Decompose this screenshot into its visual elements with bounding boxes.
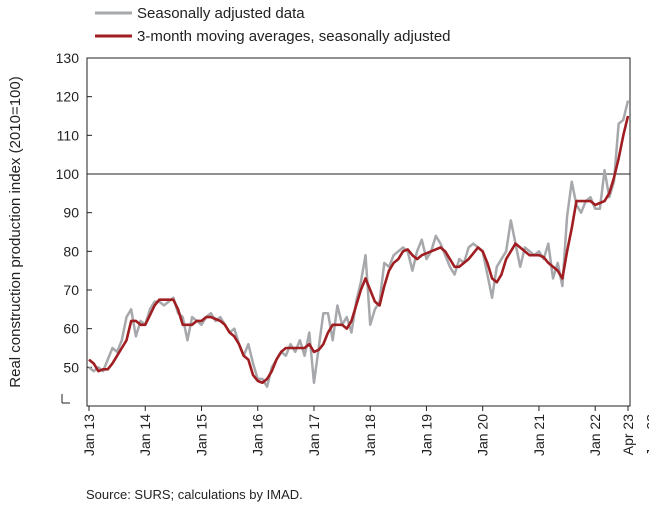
x-tick-label: Jan 18 — [362, 414, 378, 456]
y-axis-title: Real construction production index (2010… — [7, 76, 24, 387]
y-tick-label: 50 — [63, 359, 79, 375]
x-tick-label: Jan 17 — [306, 414, 322, 456]
y-axis-title-group: Real construction production index (2010… — [7, 76, 24, 387]
y-tick-label: 120 — [56, 89, 80, 105]
axis-break-icon — [61, 394, 70, 404]
y-tick-label: 90 — [63, 205, 79, 221]
plot-area — [86, 57, 631, 407]
series-line-0 — [88, 100, 630, 388]
x-tick-label: Jan 20 — [475, 414, 491, 456]
x-tick-label: Jan 23 — [643, 414, 649, 456]
x-tick-label: Jan 13 — [81, 414, 97, 456]
y-tick-label: 70 — [63, 282, 79, 298]
x-tick-label: Jan 15 — [193, 414, 209, 456]
y-tick-label: 130 — [56, 50, 80, 66]
source-note: Source: SURS; calculations by IMAD. — [86, 487, 303, 502]
series-line-1 — [88, 115, 630, 385]
x-axis: Jan 13 Jan 14 Jan 15 Jan 16 Jan 17 Jan 18 Jan … — [81, 406, 649, 456]
x-tick-label: Jan 21 — [531, 414, 547, 456]
x-tick-label: Jan 16 — [250, 414, 266, 456]
y-tick-label: 110 — [57, 127, 80, 143]
legend-label-seasonally-adjusted: Seasonally adjusted data — [137, 5, 305, 22]
x-tick-label: Apr 23 — [620, 414, 636, 455]
y-tick-label: 60 — [63, 321, 79, 337]
x-tick-label: Jan 14 — [137, 414, 153, 456]
x-tick-label: Jan 22 — [587, 414, 603, 456]
series-group — [88, 100, 630, 388]
x-tick-label: Jan 19 — [418, 414, 434, 456]
y-tick-label: 80 — [63, 243, 79, 259]
y-tick-label: 100 — [56, 166, 80, 182]
legend: Seasonally adjusted data 3-month moving … — [95, 5, 451, 45]
y-axis: 50 60 70 80 90 100 110 120 130 — [56, 50, 92, 375]
legend-label-moving-average: 3-month moving averages, seasonally adju… — [137, 28, 451, 45]
